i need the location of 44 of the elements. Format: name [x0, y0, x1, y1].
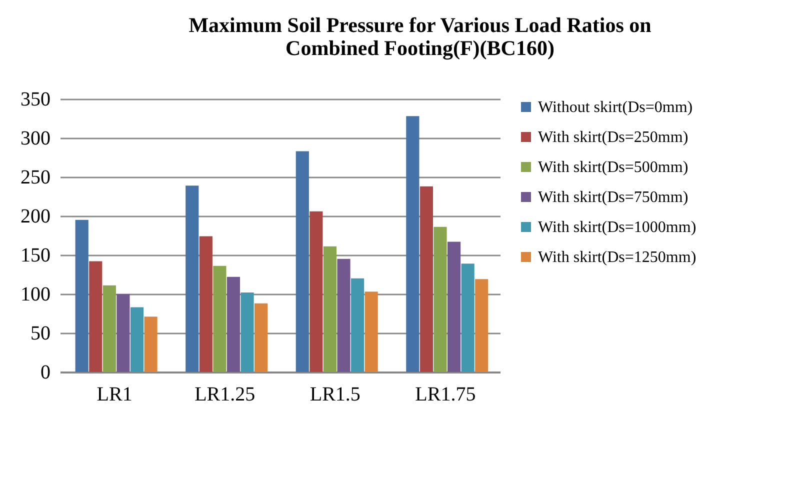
x-tick-label: LR1	[96, 384, 132, 406]
bar	[337, 258, 350, 372]
text: Maximum Soil Pressure for Various Load Ratios on	[188, 13, 652, 37]
y-tick-label: 300	[20, 128, 50, 150]
bar	[420, 186, 434, 372]
bar	[75, 220, 88, 372]
bar	[186, 186, 199, 372]
legend-label: With skirt(Ds=1250mm)	[538, 249, 696, 266]
legend-label: With skirt(Ds=250mm)	[538, 129, 688, 146]
y-tick-label: 350	[20, 88, 50, 110]
bar	[475, 279, 488, 372]
x-tick-label: LR1.75	[415, 384, 476, 406]
bar	[199, 236, 212, 372]
bar	[254, 303, 268, 372]
bar	[310, 211, 323, 372]
legend-label: Without skirt(Ds=0mm)	[538, 99, 693, 116]
bar	[240, 292, 254, 372]
bar	[89, 261, 102, 372]
legend-label: With skirt(Ds=750mm)	[538, 189, 688, 206]
bar	[144, 316, 158, 372]
legend-label: With skirt(Ds=1000mm)	[538, 219, 696, 236]
y-tick-label: 200	[20, 206, 50, 228]
bar	[434, 226, 447, 372]
bar	[350, 278, 364, 372]
y-tick-label: 0	[40, 362, 50, 384]
y-tick-label: 50	[30, 322, 50, 344]
y-tick-label: 250	[20, 166, 50, 188]
bar	[296, 151, 309, 372]
bar	[102, 285, 116, 372]
y-tick-label: 100	[20, 284, 50, 306]
bar	[323, 246, 337, 372]
text: Combined Footing(F)(BC160)	[286, 36, 554, 60]
bar	[364, 292, 378, 372]
bar	[116, 294, 130, 372]
bar	[130, 307, 144, 372]
bar	[213, 266, 226, 372]
y-tick-label: 150	[20, 244, 50, 266]
bar	[226, 276, 240, 372]
x-tick-label: LR1.25	[194, 384, 256, 406]
legend-label: With skirt(Ds=500mm)	[538, 159, 688, 176]
bar	[406, 116, 420, 372]
bar	[447, 242, 461, 372]
bar	[461, 264, 474, 372]
x-tick-label: LR1.5	[310, 384, 360, 406]
